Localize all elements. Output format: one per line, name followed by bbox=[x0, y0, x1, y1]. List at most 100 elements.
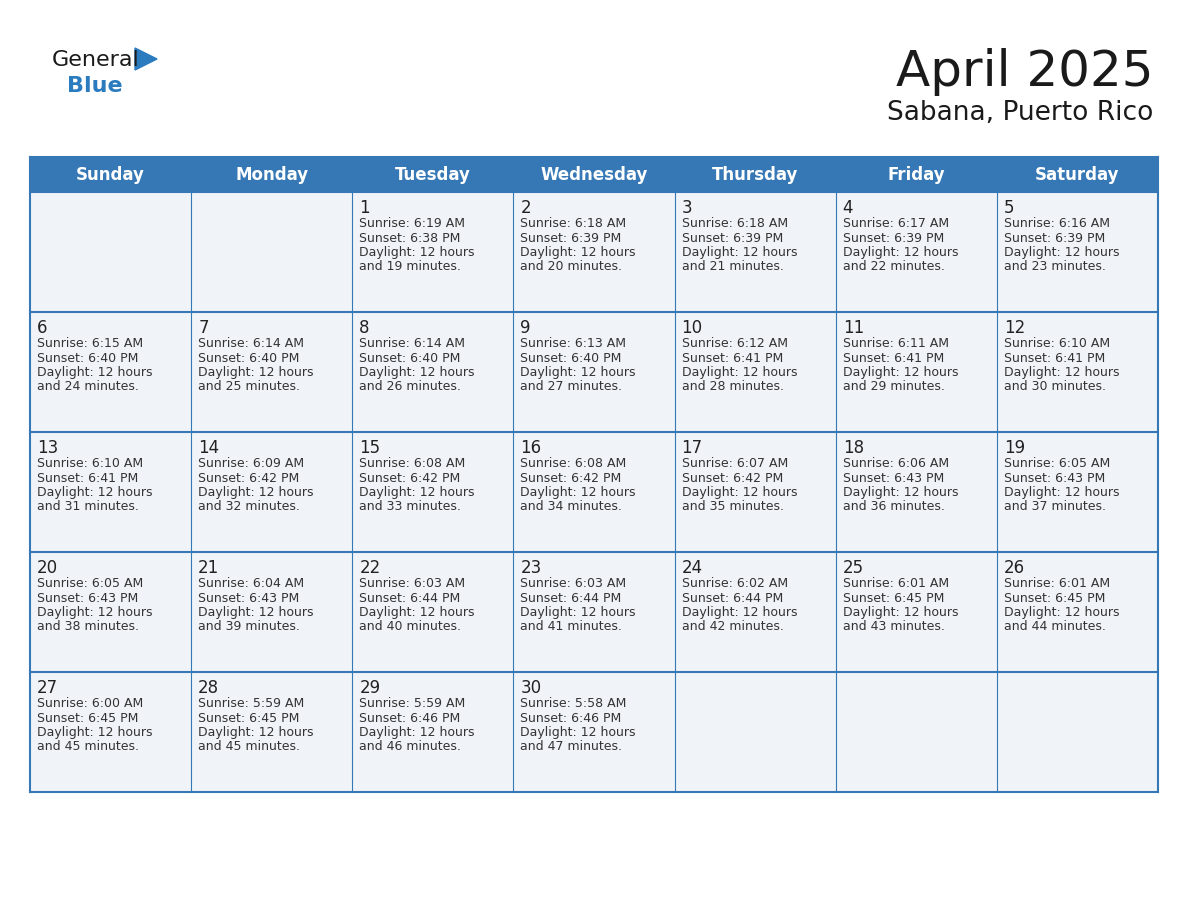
Text: 5: 5 bbox=[1004, 199, 1015, 217]
Text: General: General bbox=[52, 50, 140, 70]
Text: Sunrise: 6:01 AM: Sunrise: 6:01 AM bbox=[842, 577, 949, 590]
Bar bbox=[30, 192, 1158, 312]
Text: Sunrise: 6:01 AM: Sunrise: 6:01 AM bbox=[1004, 577, 1110, 590]
Text: Daylight: 12 hours: Daylight: 12 hours bbox=[520, 606, 636, 619]
Text: and 39 minutes.: and 39 minutes. bbox=[198, 621, 301, 633]
Text: Daylight: 12 hours: Daylight: 12 hours bbox=[1004, 366, 1119, 379]
Text: Daylight: 12 hours: Daylight: 12 hours bbox=[359, 366, 475, 379]
Text: 26: 26 bbox=[1004, 559, 1025, 577]
Text: Daylight: 12 hours: Daylight: 12 hours bbox=[198, 606, 314, 619]
Text: Daylight: 12 hours: Daylight: 12 hours bbox=[198, 366, 314, 379]
Text: and 24 minutes.: and 24 minutes. bbox=[37, 380, 139, 394]
Text: Sunset: 6:43 PM: Sunset: 6:43 PM bbox=[198, 591, 299, 604]
Text: Sunrise: 6:15 AM: Sunrise: 6:15 AM bbox=[37, 337, 143, 350]
Text: Daylight: 12 hours: Daylight: 12 hours bbox=[842, 606, 959, 619]
Text: Sunset: 6:40 PM: Sunset: 6:40 PM bbox=[359, 352, 461, 364]
Text: Friday: Friday bbox=[887, 165, 946, 184]
Bar bbox=[30, 672, 1158, 792]
Text: Daylight: 12 hours: Daylight: 12 hours bbox=[359, 246, 475, 259]
Text: 15: 15 bbox=[359, 439, 380, 457]
Text: Sunset: 6:43 PM: Sunset: 6:43 PM bbox=[37, 591, 138, 604]
Text: Sunset: 6:38 PM: Sunset: 6:38 PM bbox=[359, 231, 461, 244]
Text: Sunset: 6:40 PM: Sunset: 6:40 PM bbox=[520, 352, 621, 364]
Text: Sunrise: 6:10 AM: Sunrise: 6:10 AM bbox=[37, 457, 143, 470]
Text: and 42 minutes.: and 42 minutes. bbox=[682, 621, 783, 633]
Text: Sunset: 6:45 PM: Sunset: 6:45 PM bbox=[37, 711, 138, 724]
Text: Sunset: 6:42 PM: Sunset: 6:42 PM bbox=[682, 472, 783, 485]
Text: 16: 16 bbox=[520, 439, 542, 457]
Text: 12: 12 bbox=[1004, 319, 1025, 337]
Text: Daylight: 12 hours: Daylight: 12 hours bbox=[1004, 606, 1119, 619]
Text: and 26 minutes.: and 26 minutes. bbox=[359, 380, 461, 394]
Text: 1: 1 bbox=[359, 199, 369, 217]
Text: Daylight: 12 hours: Daylight: 12 hours bbox=[198, 486, 314, 499]
Text: Sunset: 6:44 PM: Sunset: 6:44 PM bbox=[520, 591, 621, 604]
Text: Daylight: 12 hours: Daylight: 12 hours bbox=[682, 246, 797, 259]
Text: Sunrise: 6:03 AM: Sunrise: 6:03 AM bbox=[520, 577, 626, 590]
Text: Daylight: 12 hours: Daylight: 12 hours bbox=[359, 486, 475, 499]
Text: Daylight: 12 hours: Daylight: 12 hours bbox=[37, 366, 152, 379]
Text: Daylight: 12 hours: Daylight: 12 hours bbox=[682, 366, 797, 379]
Text: and 19 minutes.: and 19 minutes. bbox=[359, 261, 461, 274]
Text: and 47 minutes.: and 47 minutes. bbox=[520, 741, 623, 754]
Text: Sunrise: 6:06 AM: Sunrise: 6:06 AM bbox=[842, 457, 949, 470]
Text: Sunrise: 5:58 AM: Sunrise: 5:58 AM bbox=[520, 697, 627, 710]
Text: and 30 minutes.: and 30 minutes. bbox=[1004, 380, 1106, 394]
Text: Sunset: 6:39 PM: Sunset: 6:39 PM bbox=[1004, 231, 1105, 244]
Text: Sunrise: 6:00 AM: Sunrise: 6:00 AM bbox=[37, 697, 144, 710]
Text: and 45 minutes.: and 45 minutes. bbox=[198, 741, 301, 754]
Text: Daylight: 12 hours: Daylight: 12 hours bbox=[520, 366, 636, 379]
Text: Sunrise: 6:10 AM: Sunrise: 6:10 AM bbox=[1004, 337, 1110, 350]
Text: Sunrise: 6:14 AM: Sunrise: 6:14 AM bbox=[359, 337, 466, 350]
Text: Sunset: 6:41 PM: Sunset: 6:41 PM bbox=[682, 352, 783, 364]
Text: 27: 27 bbox=[37, 679, 58, 697]
Text: and 20 minutes.: and 20 minutes. bbox=[520, 261, 623, 274]
Text: Sunrise: 6:08 AM: Sunrise: 6:08 AM bbox=[520, 457, 627, 470]
Text: 8: 8 bbox=[359, 319, 369, 337]
Text: Sunset: 6:46 PM: Sunset: 6:46 PM bbox=[520, 711, 621, 724]
Text: Sunrise: 6:17 AM: Sunrise: 6:17 AM bbox=[842, 217, 949, 230]
Text: Sunrise: 6:05 AM: Sunrise: 6:05 AM bbox=[37, 577, 144, 590]
Text: Sunrise: 6:19 AM: Sunrise: 6:19 AM bbox=[359, 217, 466, 230]
Text: Sunset: 6:45 PM: Sunset: 6:45 PM bbox=[198, 711, 299, 724]
Text: Sunset: 6:39 PM: Sunset: 6:39 PM bbox=[842, 231, 944, 244]
Polygon shape bbox=[135, 48, 157, 70]
Text: 10: 10 bbox=[682, 319, 702, 337]
Text: Daylight: 12 hours: Daylight: 12 hours bbox=[520, 726, 636, 739]
Text: Sunday: Sunday bbox=[76, 165, 145, 184]
Text: Daylight: 12 hours: Daylight: 12 hours bbox=[37, 486, 152, 499]
Text: Daylight: 12 hours: Daylight: 12 hours bbox=[37, 606, 152, 619]
Text: 20: 20 bbox=[37, 559, 58, 577]
Text: Daylight: 12 hours: Daylight: 12 hours bbox=[842, 486, 959, 499]
Text: Daylight: 12 hours: Daylight: 12 hours bbox=[37, 726, 152, 739]
Text: and 38 minutes.: and 38 minutes. bbox=[37, 621, 139, 633]
Text: Sunset: 6:45 PM: Sunset: 6:45 PM bbox=[842, 591, 944, 604]
Text: Sunrise: 6:11 AM: Sunrise: 6:11 AM bbox=[842, 337, 949, 350]
Text: Daylight: 12 hours: Daylight: 12 hours bbox=[1004, 246, 1119, 259]
Text: Sunrise: 6:14 AM: Sunrise: 6:14 AM bbox=[198, 337, 304, 350]
Text: and 44 minutes.: and 44 minutes. bbox=[1004, 621, 1106, 633]
Text: Sunrise: 5:59 AM: Sunrise: 5:59 AM bbox=[359, 697, 466, 710]
Text: Tuesday: Tuesday bbox=[394, 165, 470, 184]
Text: Sunset: 6:43 PM: Sunset: 6:43 PM bbox=[842, 472, 944, 485]
Text: 13: 13 bbox=[37, 439, 58, 457]
Text: and 40 minutes.: and 40 minutes. bbox=[359, 621, 461, 633]
Text: Sunrise: 6:02 AM: Sunrise: 6:02 AM bbox=[682, 577, 788, 590]
Text: April 2025: April 2025 bbox=[896, 48, 1154, 96]
Text: 25: 25 bbox=[842, 559, 864, 577]
Text: 14: 14 bbox=[198, 439, 220, 457]
Text: Daylight: 12 hours: Daylight: 12 hours bbox=[682, 486, 797, 499]
Bar bbox=[30, 552, 1158, 672]
Text: Sunset: 6:39 PM: Sunset: 6:39 PM bbox=[682, 231, 783, 244]
Text: Daylight: 12 hours: Daylight: 12 hours bbox=[520, 486, 636, 499]
Text: 21: 21 bbox=[198, 559, 220, 577]
Text: and 41 minutes.: and 41 minutes. bbox=[520, 621, 623, 633]
Text: 19: 19 bbox=[1004, 439, 1025, 457]
Text: Sunset: 6:39 PM: Sunset: 6:39 PM bbox=[520, 231, 621, 244]
Text: and 32 minutes.: and 32 minutes. bbox=[198, 500, 301, 513]
Text: 2: 2 bbox=[520, 199, 531, 217]
Text: Sunrise: 6:07 AM: Sunrise: 6:07 AM bbox=[682, 457, 788, 470]
Text: Daylight: 12 hours: Daylight: 12 hours bbox=[682, 606, 797, 619]
Text: Saturday: Saturday bbox=[1035, 165, 1119, 184]
Text: and 37 minutes.: and 37 minutes. bbox=[1004, 500, 1106, 513]
